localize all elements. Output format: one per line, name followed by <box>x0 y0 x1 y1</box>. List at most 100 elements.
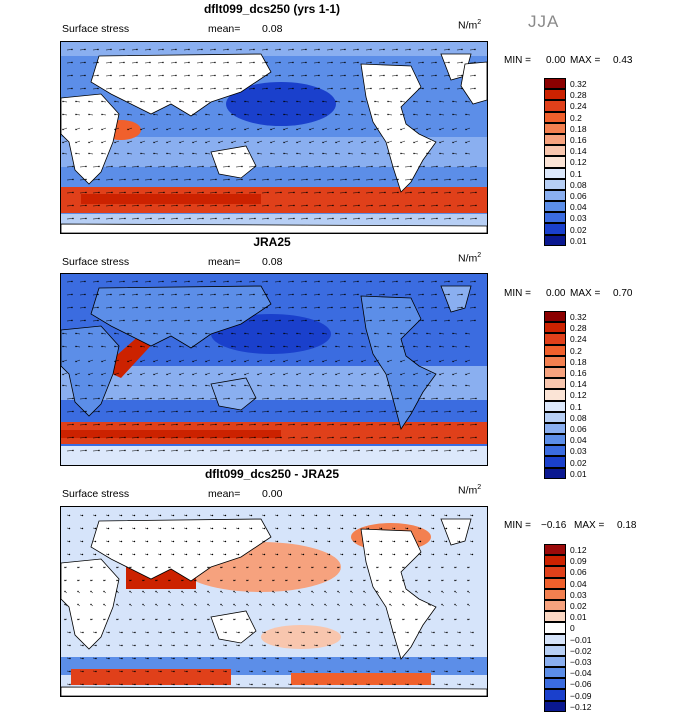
stress-vector-head <box>137 423 139 426</box>
stress-vector <box>274 218 282 220</box>
colorbar-tick-label: −0.12 <box>570 701 592 712</box>
stress-vector-head <box>441 579 443 582</box>
stress-vector <box>287 320 294 322</box>
stress-vector-head <box>98 436 100 439</box>
stress-vector <box>365 320 372 322</box>
stress-vector-head <box>214 319 216 322</box>
stress-vector-head <box>409 280 411 283</box>
stress-vector-head <box>270 384 272 387</box>
stress-vector-head <box>62 152 64 155</box>
stress-vector-head <box>335 384 337 387</box>
stress-vector <box>248 49 255 51</box>
stress-vector-head <box>458 553 461 556</box>
stress-vector-head <box>407 683 409 686</box>
stress-vector-head <box>72 410 74 413</box>
colorbar-swatch <box>544 566 566 578</box>
stress-vector-head <box>205 113 207 116</box>
stress-vector <box>62 372 68 375</box>
stress-vector-head <box>127 152 129 155</box>
stress-vector <box>404 179 412 181</box>
stress-vector-head <box>114 141 116 144</box>
stress-vector-head <box>332 410 334 413</box>
colorbar-swatch <box>544 422 566 435</box>
stress-vector-head <box>88 100 90 103</box>
stress-vector-head <box>116 566 118 569</box>
stress-vector-head <box>384 217 386 220</box>
stress-vector-head <box>285 603 287 606</box>
stress-vector-head <box>214 306 216 309</box>
stress-vector-head <box>383 293 385 296</box>
stress-vector-head <box>420 670 422 673</box>
stress-vector-head <box>233 618 235 621</box>
stress-vector <box>274 88 281 90</box>
stress-vector <box>443 88 450 90</box>
stress-vector-head <box>192 141 194 144</box>
stress-vector-head <box>290 683 292 686</box>
stress-vector <box>413 359 419 362</box>
stress-vector-head <box>84 48 86 51</box>
stress-vector-head <box>227 74 229 77</box>
stress-vector <box>374 140 380 143</box>
stress-vector-head <box>309 128 311 131</box>
stress-vector <box>248 62 255 64</box>
stress-vector <box>348 127 354 130</box>
stress-vector-head <box>474 48 476 51</box>
stress-vector-head <box>285 618 287 621</box>
stress-vector-head <box>358 217 360 220</box>
stress-vector-head <box>228 204 230 207</box>
stress-vector <box>287 179 295 181</box>
stress-vector-head <box>214 48 216 51</box>
stress-vector-head <box>283 113 285 116</box>
stress-vector <box>79 166 87 168</box>
stress-vector <box>439 372 445 375</box>
stress-vector <box>257 372 263 375</box>
stress-vector-head <box>345 449 347 452</box>
colorbar-tick-label: 0.16 <box>570 368 587 378</box>
stress-vector <box>88 140 94 143</box>
stress-vector-head <box>127 360 129 363</box>
stress-vector-head <box>251 670 253 673</box>
stress-vector-head <box>467 566 469 569</box>
stress-vector-head <box>358 423 360 426</box>
stress-vector-head <box>316 644 318 647</box>
stress-vector-head <box>175 61 177 64</box>
stress-vector-head <box>101 141 103 144</box>
stress-vector-head <box>85 191 87 194</box>
stress-vector <box>313 450 321 452</box>
stress-vector <box>456 281 463 283</box>
stress-vector-head <box>215 436 217 439</box>
stress-vector <box>365 281 372 283</box>
stress-vector-head <box>75 141 77 144</box>
stress-vector <box>79 307 86 309</box>
colorbar-swatch <box>544 156 566 168</box>
stress-vector <box>469 307 476 309</box>
stress-vector-head <box>413 384 415 387</box>
stress-vector-head <box>188 61 190 64</box>
stress-vector <box>92 75 99 77</box>
stress-vector-head <box>114 345 116 348</box>
stress-vector <box>452 372 458 375</box>
colorbar-boxes <box>544 544 566 712</box>
stress-vector <box>274 398 282 400</box>
stress-vector-head <box>387 360 389 363</box>
stress-vector-head <box>361 332 363 335</box>
stress-vector-head <box>149 48 151 51</box>
stress-vector-head <box>433 670 435 673</box>
stress-vector-head <box>124 397 126 400</box>
stress-vector-head <box>101 152 103 155</box>
stress-vector <box>244 359 250 362</box>
stress-vector-head <box>433 644 435 647</box>
stress-vector-head <box>192 360 194 363</box>
stress-vector <box>417 75 424 77</box>
stress-vector-head <box>259 618 261 621</box>
stress-vector <box>287 49 294 51</box>
stress-vector-head <box>332 204 334 207</box>
stress-vector-head <box>344 48 346 51</box>
stress-vector-head <box>233 566 235 569</box>
colorbar-tick-label: −0.06 <box>570 679 592 690</box>
stress-vector-head <box>147 683 149 686</box>
stress-vector-head <box>120 527 123 530</box>
stress-vector-head <box>383 61 385 64</box>
stress-vector <box>313 49 320 51</box>
stress-vector-head <box>150 436 152 439</box>
